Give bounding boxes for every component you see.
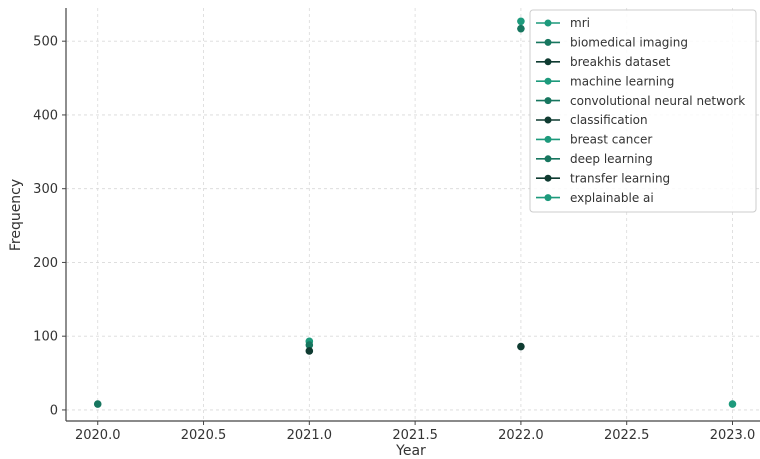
x-tick-label: 2021.5	[392, 428, 438, 443]
data-point	[305, 341, 314, 349]
legend-marker	[544, 155, 552, 163]
y-tick-label: 500	[33, 35, 58, 50]
data-points	[93, 17, 737, 408]
x-axis-title: Year	[395, 443, 426, 459]
x-tick-label: 2021.0	[287, 428, 333, 443]
legend-marker	[544, 97, 552, 105]
data-point	[517, 24, 525, 33]
legend-label: breast cancer	[570, 133, 652, 147]
legend-label: mri	[570, 16, 590, 30]
x-tick-label: 2020.0	[75, 428, 121, 443]
y-tick-label: 200	[33, 256, 58, 271]
legend-marker	[544, 116, 552, 124]
legend: mri biomedical imaging breakhis dataset mac…	[529, 9, 757, 213]
y-tick-label: 100	[33, 330, 58, 345]
data-point	[93, 400, 102, 408]
legend-marker	[544, 194, 552, 202]
legend-marker	[544, 19, 552, 27]
legend-marker	[544, 38, 552, 46]
axes: 2020.0 2020.5 2021.0 2021.5 2022.0 2022.5 2023…	[33, 8, 760, 443]
y-axis-title: Frequency	[8, 179, 24, 251]
data-point	[517, 17, 525, 26]
legend-label: breakhis dataset	[570, 55, 671, 69]
legend-label: machine learning	[570, 74, 674, 88]
x-tick-label: 2022.5	[604, 428, 650, 443]
legend-marker	[544, 58, 552, 66]
legend-marker	[544, 135, 552, 143]
legend-marker	[544, 174, 552, 182]
x-tick-label: 2022.0	[498, 428, 544, 443]
legend-box	[529, 9, 757, 213]
data-point	[728, 400, 737, 408]
legend-label: biomedical imaging	[570, 36, 688, 50]
legend-label: explainable ai	[570, 191, 654, 205]
legend-label: convolutional neural network	[570, 94, 745, 108]
x-tick-label: 2023.0	[710, 428, 756, 443]
y-tick-label: 400	[33, 108, 58, 123]
data-point	[517, 342, 525, 351]
data-point	[305, 347, 314, 355]
legend-label: deep learning	[570, 152, 653, 166]
x-tick-label: 2020.5	[181, 428, 227, 443]
y-tick-label: 300	[33, 182, 58, 197]
y-tick-label: 0	[50, 403, 58, 418]
legend-label: transfer learning	[570, 171, 670, 185]
legend-label: classification	[570, 113, 648, 127]
legend-marker	[544, 77, 552, 85]
